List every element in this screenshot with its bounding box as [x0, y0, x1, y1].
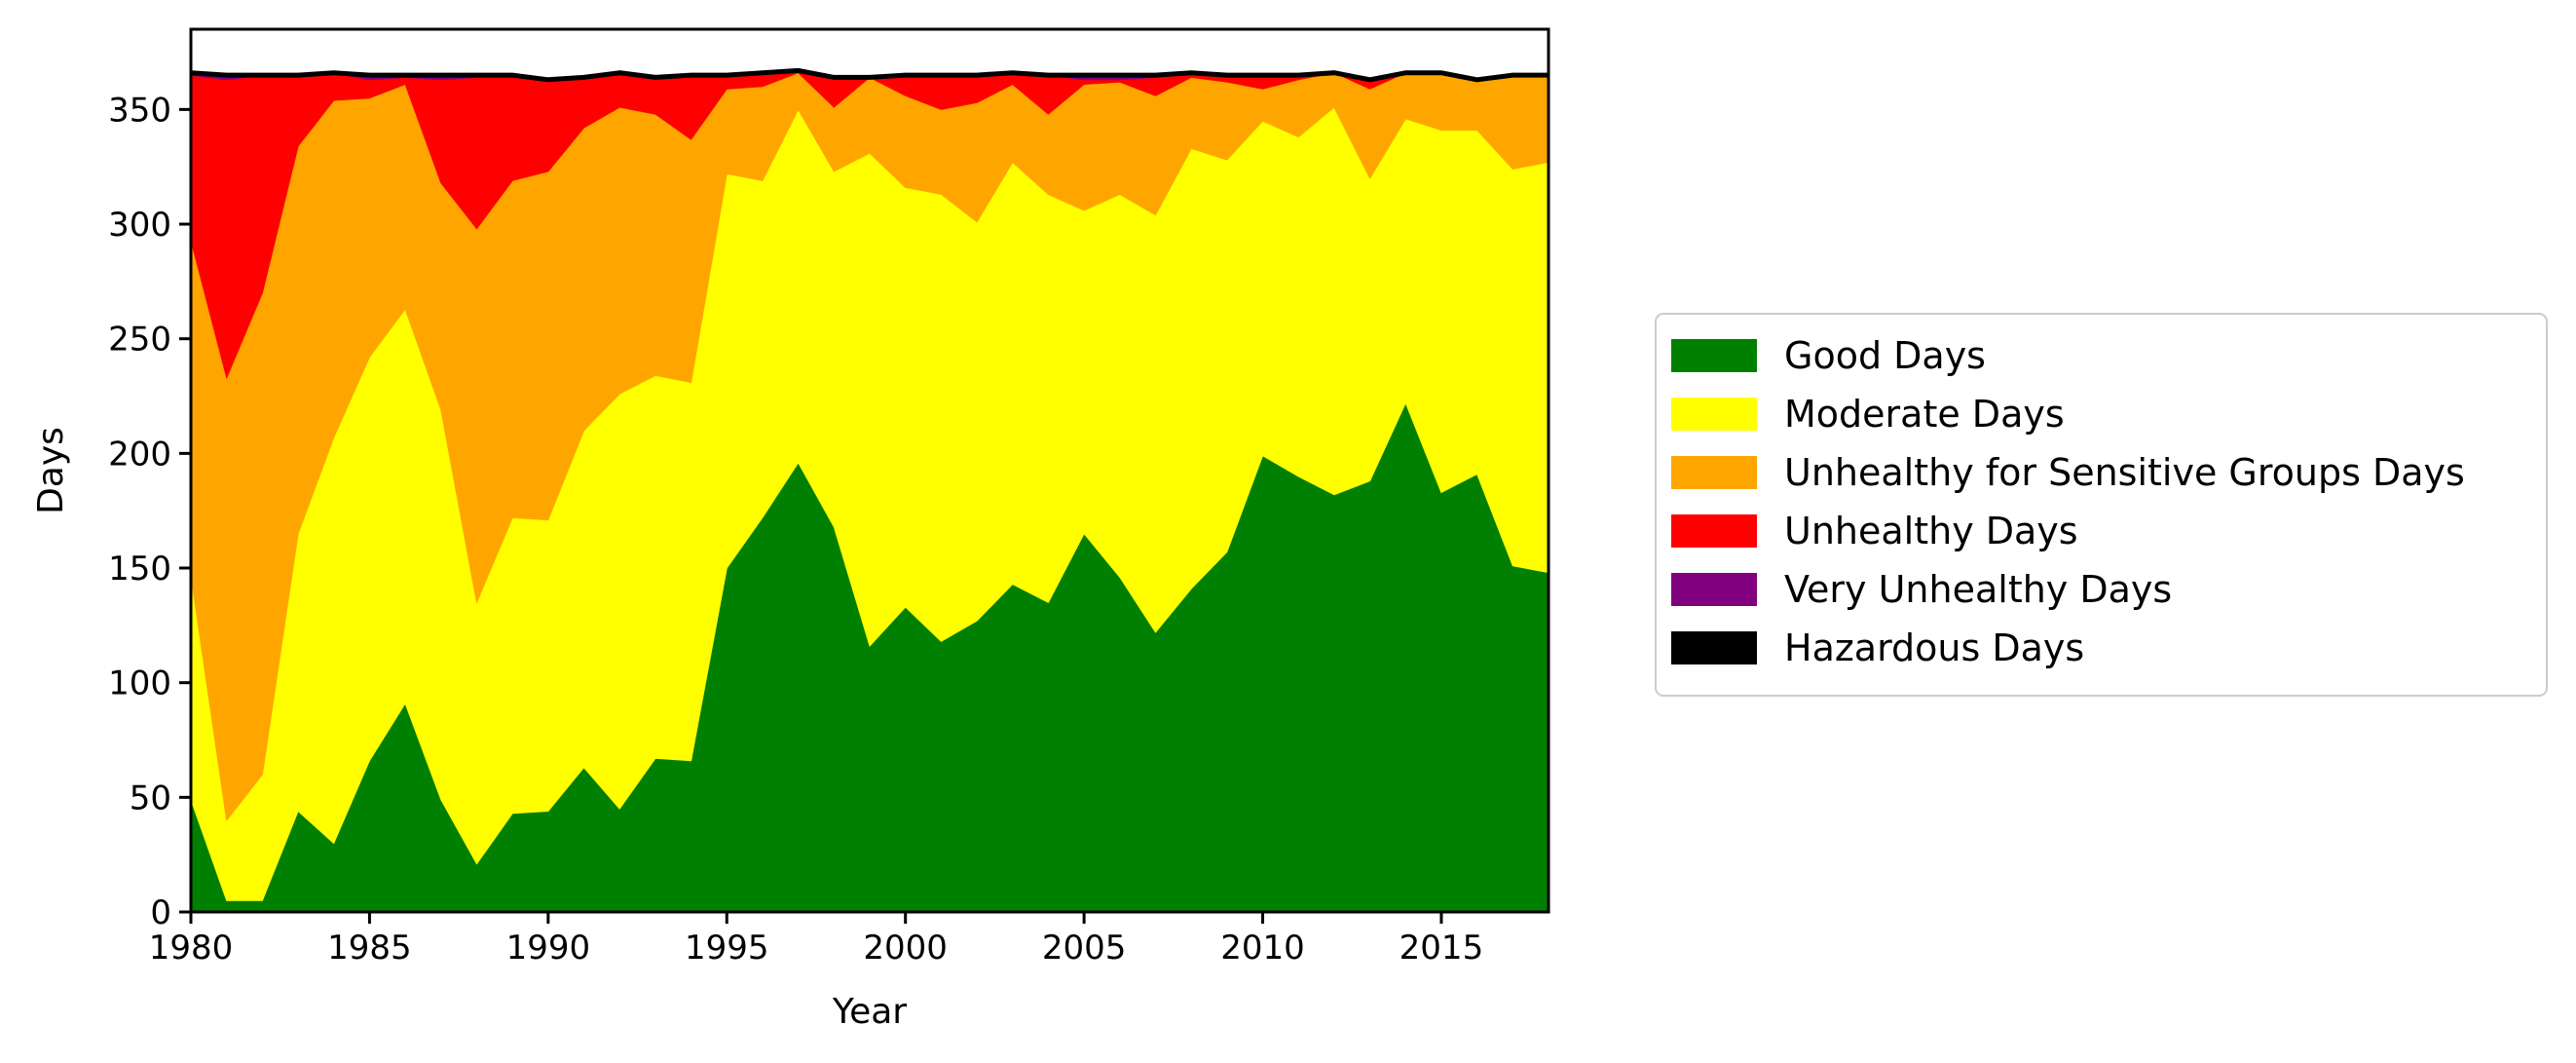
legend: Good Days Moderate Days Unhealthy for Sens…	[1655, 313, 2548, 697]
x-tick-label: 2015	[1400, 929, 1484, 968]
x-tick-label: 1990	[506, 929, 591, 968]
area-layers	[190, 69, 1549, 913]
y-axis: 0 50 100 150 200 250 300 350	[108, 91, 191, 932]
legend-label: Very Unhealthy Days	[1784, 568, 2172, 611]
legend-swatch	[1671, 456, 1757, 489]
x-tick-label: 1985	[327, 929, 412, 968]
legend-swatch	[1671, 573, 1757, 606]
y-tick-label: 200	[108, 435, 171, 474]
x-tick-label: 1980	[149, 929, 234, 968]
y-tick-label: 0	[150, 893, 171, 932]
legend-label: Hazardous Days	[1784, 626, 2084, 669]
y-tick-label: 250	[108, 321, 171, 360]
legend-label: Unhealthy for Sensitive Groups Days	[1784, 451, 2465, 494]
y-tick-label: 350	[108, 91, 171, 130]
x-axis-label: Year	[832, 992, 907, 1032]
x-tick-label: 2005	[1042, 929, 1127, 968]
legend-swatch	[1671, 514, 1757, 548]
plot-frame	[189, 27, 1550, 914]
x-axis: 1980 1985 1990 1995 2000 2005 2010 2015	[149, 912, 1483, 968]
legend-label: Good Days	[1784, 334, 1986, 377]
legend-swatch	[1671, 398, 1757, 431]
legend-frame	[1655, 313, 2548, 697]
x-tick-label: 1995	[685, 929, 769, 968]
legend-swatch	[1671, 339, 1757, 372]
y-tick-label: 150	[108, 550, 171, 588]
x-tick-label: 2000	[863, 929, 948, 968]
y-tick-label: 50	[130, 778, 171, 817]
legend-label: Unhealthy Days	[1784, 510, 2078, 552]
area-top-border	[190, 67, 1549, 83]
y-tick-label: 300	[108, 206, 171, 245]
y-tick-label: 100	[108, 664, 171, 703]
legend-label: Moderate Days	[1784, 393, 2065, 436]
x-tick-label: 2010	[1220, 929, 1305, 968]
hazardous-days-line	[190, 67, 1549, 83]
y-axis-label: Days	[31, 427, 71, 514]
legend-swatch	[1671, 631, 1757, 664]
